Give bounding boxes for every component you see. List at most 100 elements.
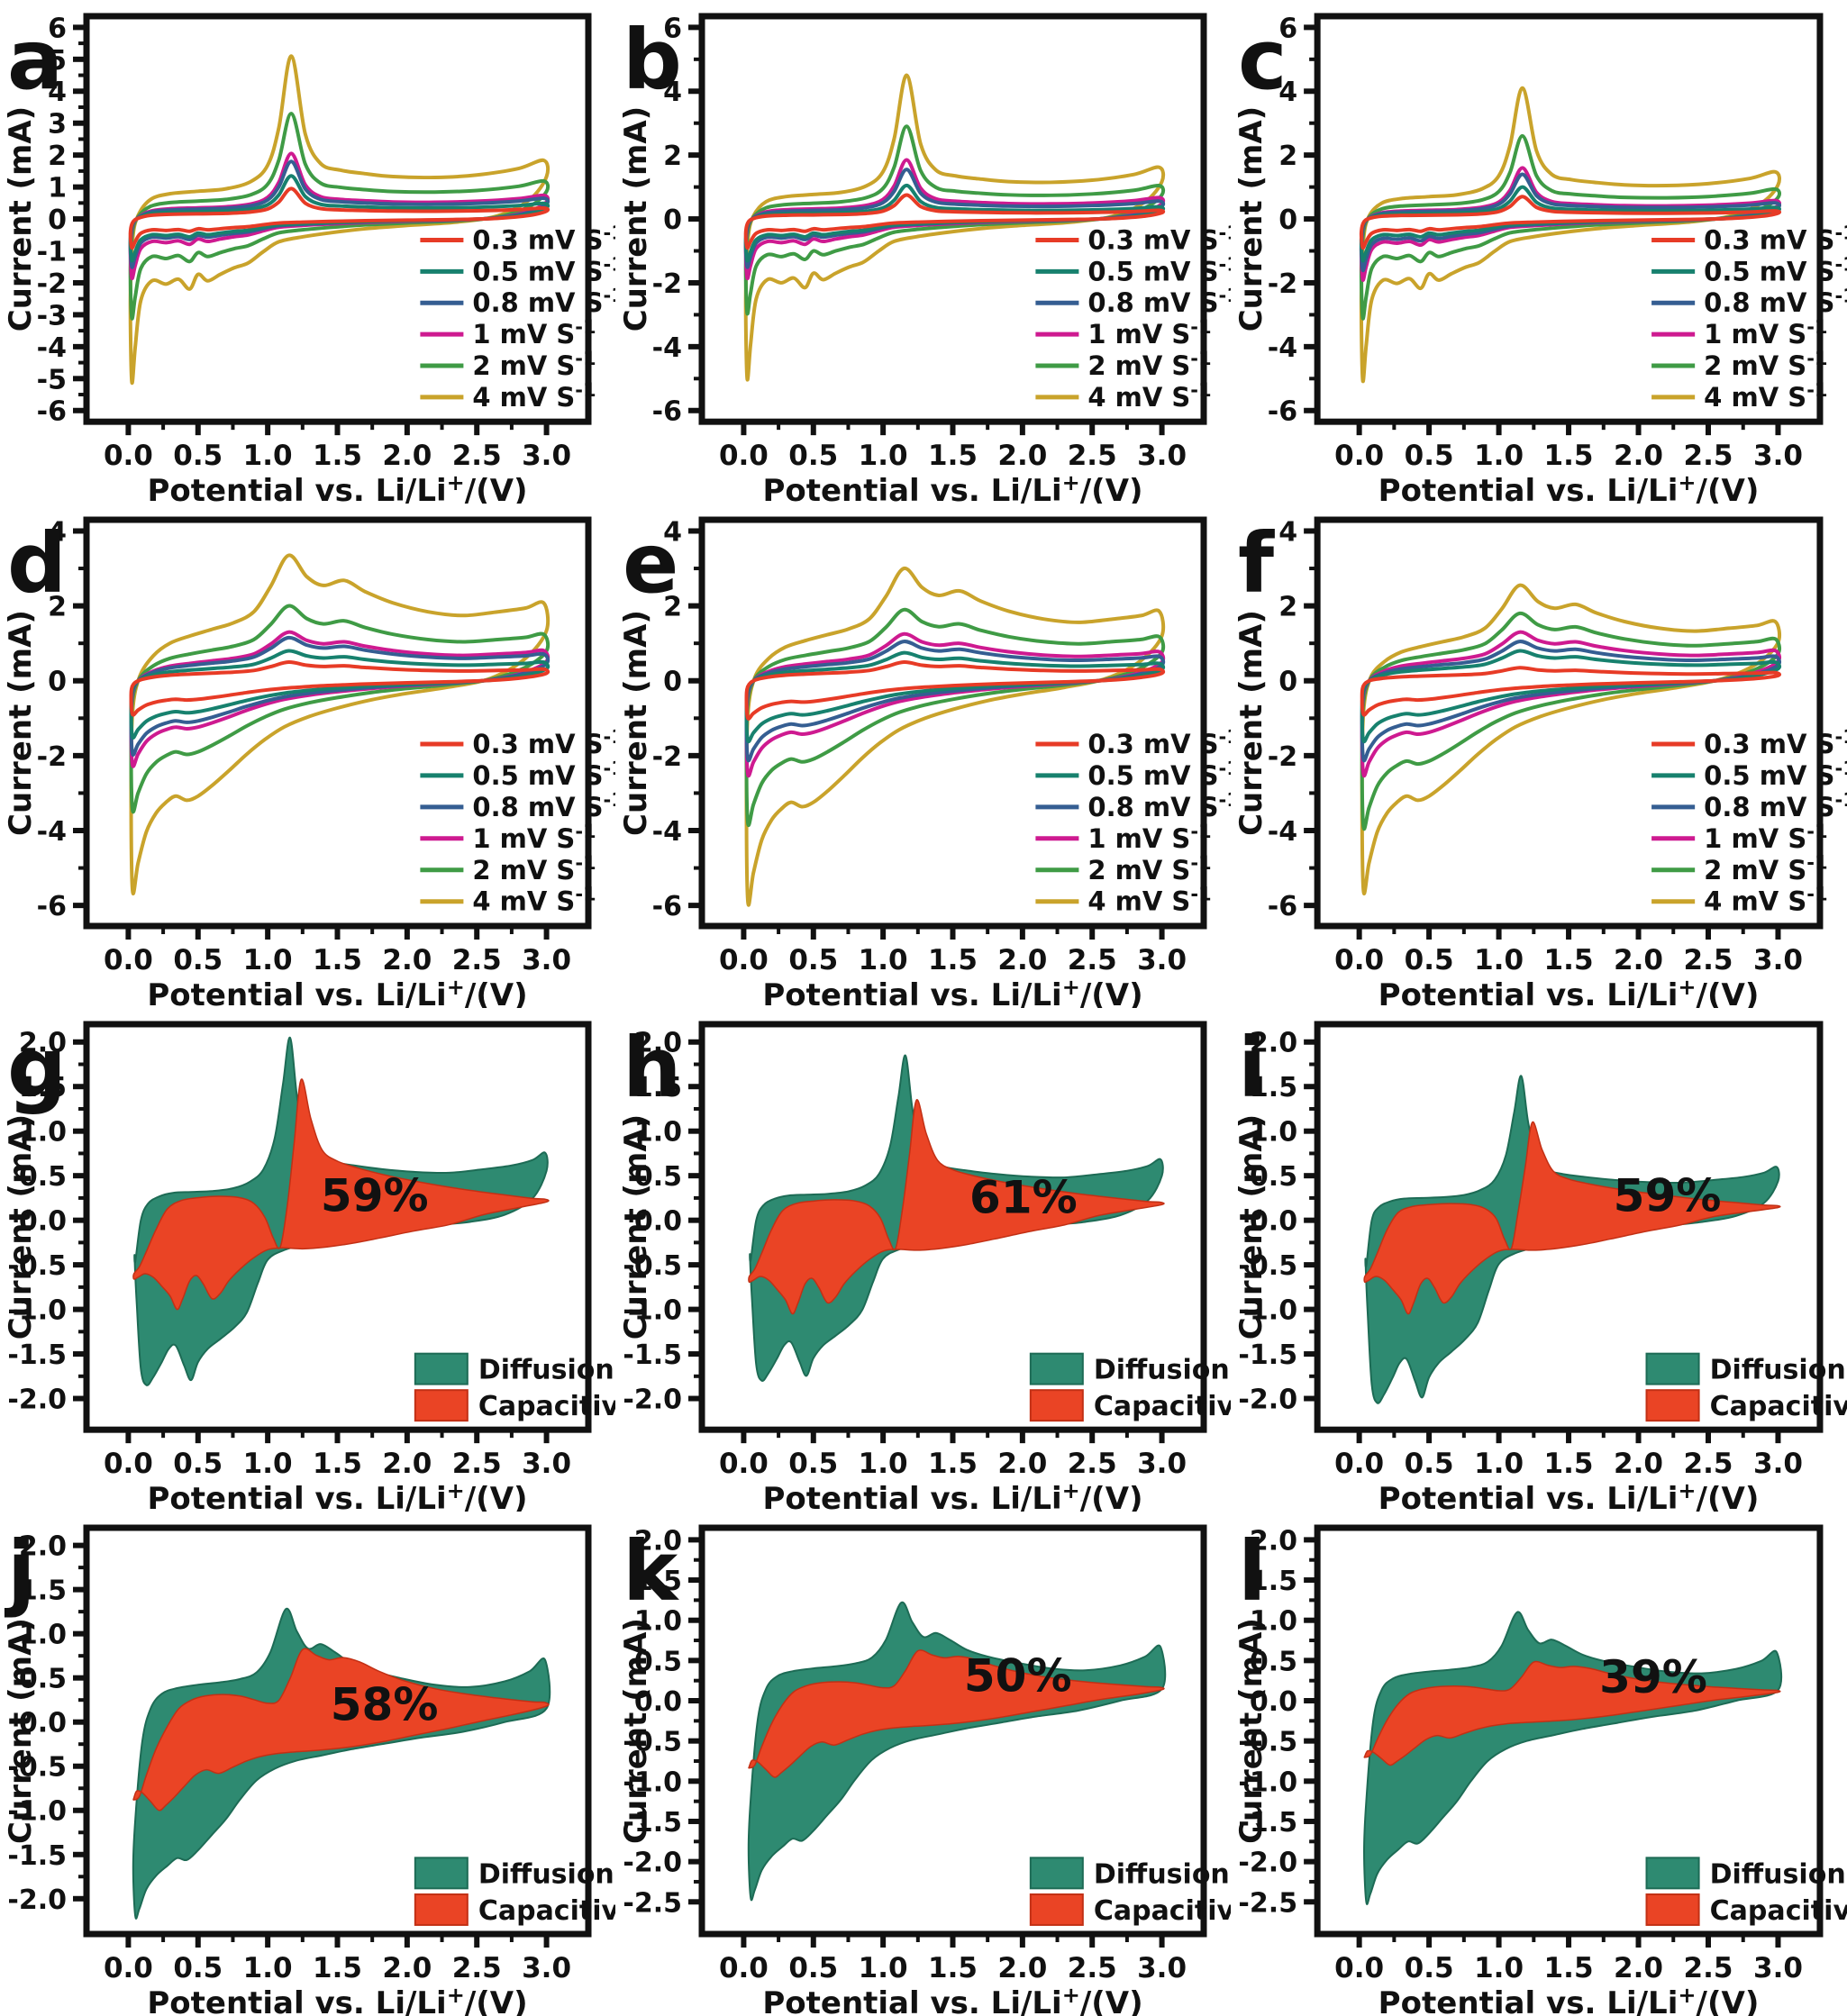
- x-tick-label: 2.0: [382, 944, 432, 976]
- x-tick-label: 2.5: [1684, 1448, 1733, 1480]
- x-tick-label: 1.5: [1544, 1952, 1594, 1984]
- y-tick-label: -6: [37, 396, 67, 428]
- y-tick-label: -1.5: [1238, 1807, 1297, 1839]
- capacitive-swatch: [1645, 1389, 1700, 1422]
- x-tick-label: 2.5: [452, 944, 502, 976]
- y-tick-label: -6: [1268, 396, 1297, 428]
- y-tick-label: -6: [652, 891, 682, 922]
- x-tick-label: 0.0: [719, 440, 769, 472]
- panel-l-plot: 39% 0.0 0.5 1.0 1.5 2.0 2.5 3.0 2.0 1.5 1.0 0.5 0.0 -…: [1233, 1523, 1847, 2016]
- x-tick-label: 1.5: [1544, 1448, 1594, 1480]
- cv-curve-0.3mVs: [743, 193, 1166, 250]
- y-tick-label: 0.0: [634, 1686, 682, 1718]
- x-axis-title: Potential vs. Li/Li+/(V): [1378, 470, 1760, 504]
- legend-label: 4 mV S-1: [472, 884, 596, 917]
- x-axis-title: Potential vs. Li/Li+/(V): [147, 975, 527, 1008]
- legend-label: 2 mV S-1: [1704, 348, 1827, 381]
- legend-label: Diffusion: [478, 1858, 614, 1890]
- panel-letter: k: [623, 1523, 679, 1620]
- x-tick-label: 0.0: [104, 1952, 153, 1984]
- y-tick-label: 3: [48, 109, 67, 141]
- legend-label: 4 mV S-1: [1704, 883, 1827, 917]
- x-tick-label: 1.5: [928, 944, 978, 976]
- y-tick-label: 2.0: [19, 1531, 67, 1563]
- y-tick-label: -2: [37, 741, 67, 773]
- y-tick-label: -2.5: [623, 1887, 682, 1919]
- capacitive-swatch: [1029, 1389, 1084, 1422]
- legend-label: 1 mV S-1: [1087, 821, 1211, 854]
- x-tick-label: 2.5: [1068, 440, 1117, 472]
- x-tick-label: 1.5: [928, 1952, 978, 1984]
- panel-b: 0.0 0.5 1.0 1.5 2.0 2.5 3.0 6 4 2 0 -2 -4 -6 Current (…: [615, 0, 1231, 504]
- y-tick-label: 1.5: [634, 1566, 682, 1597]
- axis-frame: [1314, 1021, 1824, 1433]
- legend-label: 0.3 mV S-1: [1704, 222, 1847, 256]
- panel-h: 61% 0.0 0.5 1.0 1.5 2.0 2.5 3.0 2.0 1.5 1.0 0.5 0.0 -…: [615, 1008, 1231, 1512]
- legend-label: 0.8 mV S-1: [472, 285, 615, 318]
- cv-curve-2mVs: [1360, 611, 1781, 831]
- legend-label: 0.5 mV S-1: [1704, 253, 1847, 286]
- y-tick-label: -2.0: [7, 1385, 67, 1416]
- x-axis-title: Potential vs. Li/Li+/(V): [762, 1983, 1142, 2016]
- legend-label: 2 mV S-1: [1087, 348, 1211, 381]
- x-tick-label: 3.0: [522, 944, 571, 976]
- y-tick-label: 2: [1278, 141, 1297, 172]
- capacitive-swatch: [1645, 1893, 1700, 1926]
- y-tick-label: 1.5: [634, 1072, 682, 1103]
- x-tick-label: 3.0: [522, 440, 571, 472]
- y-tick-label: -2.0: [623, 1848, 682, 1879]
- x-tick-label: 1.0: [243, 1448, 293, 1480]
- y-tick-label: 1.5: [1250, 1072, 1297, 1103]
- y-tick-label: -0.5: [623, 1250, 682, 1282]
- legend-label: 4 mV S-1: [1087, 884, 1211, 917]
- y-tick-label: -0.5: [1238, 1250, 1297, 1282]
- legend-label: 2 mV S-1: [1704, 851, 1827, 885]
- legend-label: 1 mV S-1: [472, 316, 596, 350]
- legend-label: Diffusion: [478, 1355, 614, 1386]
- y-axis-title: Current (mA): [1233, 106, 1269, 331]
- y-axis-title: Current (mA): [3, 1114, 39, 1339]
- legend-label: 0.8 mV S-1: [1087, 789, 1231, 822]
- panel-e-plot: 0.0 0.5 1.0 1.5 2.0 2.5 3.0 4 2 0 -2 -4 -6 Current (m…: [618, 515, 1231, 1008]
- x-axis-title: Potential vs. Li/Li+/(V): [762, 1478, 1142, 1512]
- y-tick-label: -2: [1268, 741, 1297, 773]
- panel-letter: e: [623, 515, 678, 612]
- legend-label: 0.8 mV S-1: [472, 789, 615, 822]
- x-tick-label: 2.5: [1684, 440, 1733, 472]
- y-tick-label: 1: [48, 173, 67, 204]
- panel-letter: g: [7, 1020, 67, 1116]
- legend-label: 0.3 mV S-1: [1087, 222, 1231, 255]
- legend-label: 2 mV S-1: [472, 348, 596, 381]
- x-tick-label: 2.0: [997, 1952, 1047, 1984]
- x-tick-label: 3.0: [1753, 1952, 1803, 1984]
- y-tick-label: 2.0: [634, 1525, 682, 1557]
- x-tick-label: 2.0: [382, 1952, 432, 1984]
- y-tick-label: 1.0: [1250, 1606, 1297, 1638]
- x-tick-label: 2.0: [382, 1448, 432, 1480]
- y-axis-title: Current (mA): [618, 610, 654, 836]
- y-axis-title: Current (mA): [618, 1618, 654, 1844]
- y-tick-label: 0: [663, 204, 682, 236]
- y-tick-label: 0.0: [19, 1708, 67, 1739]
- x-tick-label: 2.5: [1068, 1448, 1117, 1480]
- y-tick-label: 2: [48, 141, 67, 172]
- panel-letter: d: [7, 515, 67, 612]
- diffusion-swatch: [1029, 1857, 1084, 1890]
- y-tick-label: -0.5: [7, 1752, 67, 1784]
- panel-letter: i: [1238, 1020, 1267, 1116]
- y-tick-label: 2.0: [19, 1028, 67, 1059]
- y-tick-label: -4: [1268, 816, 1297, 848]
- legend-label: 2 mV S-1: [1087, 852, 1211, 885]
- x-axis-title: Potential vs. Li/Li+/(V): [147, 470, 527, 504]
- percent-label: 58%: [331, 1679, 439, 1731]
- y-tick-label: -0.5: [1238, 1727, 1297, 1758]
- x-axis-title: Potential vs. Li/Li+/(V): [762, 975, 1142, 1008]
- x-tick-label: 2.0: [997, 1448, 1047, 1480]
- diffusion-swatch: [414, 1352, 469, 1385]
- x-tick-label: 2.0: [1614, 1448, 1663, 1480]
- y-tick-label: 0.5: [19, 1664, 67, 1695]
- legend-label: 0.5 mV S-1: [1087, 758, 1231, 791]
- legend-label: Capacitive: [1094, 1391, 1231, 1422]
- y-tick-label: 6: [1278, 13, 1297, 44]
- y-tick-label: 2: [663, 592, 682, 623]
